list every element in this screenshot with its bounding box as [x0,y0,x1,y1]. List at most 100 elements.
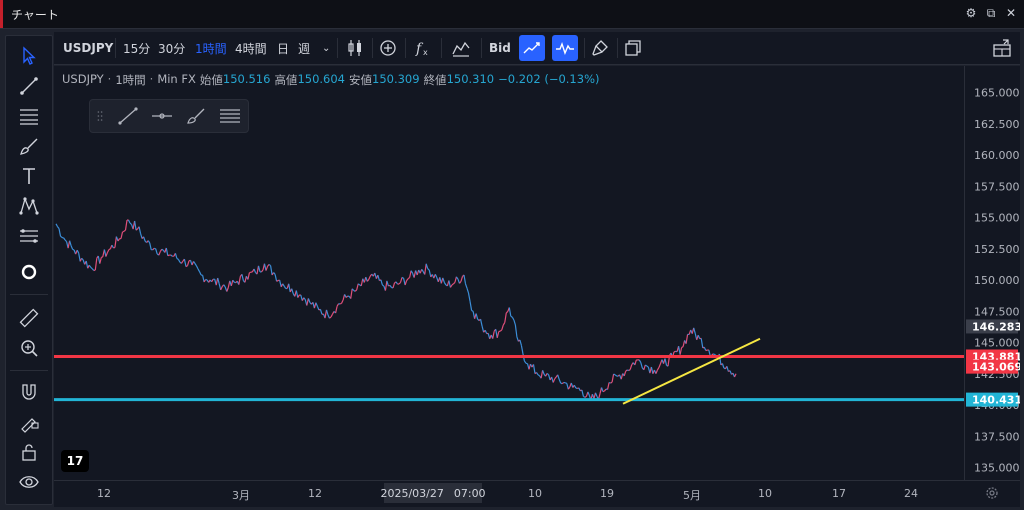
price-segment [152,247,155,251]
price-segment [306,298,309,306]
axis-settings-gear-icon[interactable] [984,485,1000,505]
float-fib-icon[interactable] [216,104,244,128]
price-segment [232,279,235,283]
price-segment [410,270,414,274]
price-segment [480,319,483,327]
price-segment [353,289,356,292]
price-segment [484,329,488,334]
price-segment [177,259,181,263]
lock-drawing-icon[interactable] [14,408,44,436]
layout-icon[interactable] [989,35,1015,61]
trendline-tool-icon[interactable] [14,72,44,100]
templates-icon[interactable] [448,35,474,61]
price-segment [63,237,66,241]
price-tick-label: 145.000 [974,337,1020,350]
price-segment [700,338,704,349]
price-segment [442,277,445,283]
price-chart[interactable]: 165.000 162.500 160.000 157.500 155.000 152.5… [54,66,1020,480]
price-segment [643,364,646,370]
legend-low-label: 安値 [349,73,372,87]
interval-week[interactable]: 週 [298,41,311,56]
svg-text:f: f [415,41,424,57]
price-segment [202,275,205,283]
drag-handle-icon[interactable] [92,104,108,128]
time-axis[interactable]: 12 3月 12 10 19 5月 10 17 24 2025/03/27 07… [54,480,1020,507]
svg-text:x: x [423,48,428,57]
popout-icon[interactable]: ⧉ [986,6,996,20]
float-hline-icon[interactable] [148,104,176,128]
chart-pane[interactable]: 165.000 162.500 160.000 157.500 155.000 152.5… [54,66,1020,480]
legend-high: 150.604 [297,72,345,86]
price-segment [638,359,642,363]
bid-toggle[interactable]: Bid [489,41,511,55]
price-segment [120,231,124,239]
magnet-tool-icon[interactable] [14,378,44,406]
price-segment [69,240,72,246]
toolbar-divider [405,38,406,58]
price-segment [499,329,503,332]
price-segment [307,298,311,303]
interval-30m[interactable]: 30分 [158,41,186,56]
window-copy-icon[interactable] [620,35,646,61]
candles-icon[interactable] [342,35,368,61]
float-brush-icon[interactable] [182,104,210,128]
close-icon[interactable]: ✕ [1005,6,1017,20]
price-segment [64,239,68,243]
text-tool-icon[interactable] [14,162,44,190]
unlock-icon[interactable] [14,438,44,466]
price-segment [510,315,513,318]
circle-tool-icon[interactable] [14,258,44,286]
interval-day[interactable]: 日 [277,41,290,56]
price-segment [76,249,80,254]
eye-icon[interactable] [14,468,44,496]
trend-mode-icon[interactable] [519,35,545,61]
price-segment [628,369,631,372]
float-trendline-icon[interactable] [114,104,142,128]
fib-tool-icon[interactable] [14,102,44,130]
price-segment [316,306,320,311]
price-segment [140,233,143,239]
price-segment [721,363,725,369]
ruler-tool-icon[interactable] [14,304,44,332]
cursor-tool-icon[interactable] [14,42,44,70]
price-segment [226,287,229,292]
price-segment [467,292,471,302]
price-segment [532,364,536,374]
price-segment [733,373,737,378]
price-segment [713,353,716,356]
price-segment [265,265,269,271]
cleaner-brush-icon[interactable] [587,35,613,61]
price-segment [300,294,303,301]
price-segment [428,269,432,278]
price-segment [620,373,624,380]
price-segment [147,240,151,244]
interval-dropdown-chevron-icon[interactable]: ⌄ [322,42,331,54]
prediction-tool-icon[interactable] [14,222,44,250]
price-segment [249,271,252,274]
price-segment [650,366,654,374]
price-segment [685,334,689,344]
compare-add-icon[interactable] [375,35,401,61]
price-segment [726,366,729,372]
interval-15m[interactable]: 15分 [123,41,151,56]
chart-legend: USDJPY · 1時間 · Min FX 始値 150.516 高値 150.60… [62,72,600,87]
legend-interval: 1時間 [115,73,146,87]
price-segment [244,276,247,283]
brush-tool-icon[interactable] [14,132,44,160]
pattern-tool-icon[interactable] [14,192,44,220]
cursor-time: 07:00 [453,486,486,500]
tradingview-logo[interactable]: 17 [61,450,89,472]
interval-4h[interactable]: 4時間 [235,41,267,56]
symbol-button[interactable]: USDJPY [63,41,114,55]
zoom-tool-icon[interactable] [14,334,44,362]
price-segment [560,382,563,385]
settings-icon[interactable]: ⚙ [965,6,977,20]
pulse-mode-icon[interactable] [552,35,578,61]
price-segment [149,242,152,250]
interval-1h[interactable]: 1時間 [195,41,227,56]
price-segment [594,392,598,397]
price-segment [406,278,409,281]
price-segment [253,268,257,273]
price-segment [154,247,156,250]
